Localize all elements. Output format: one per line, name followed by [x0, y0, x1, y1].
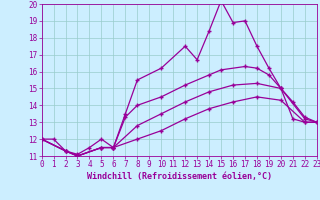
X-axis label: Windchill (Refroidissement éolien,°C): Windchill (Refroidissement éolien,°C) — [87, 172, 272, 181]
